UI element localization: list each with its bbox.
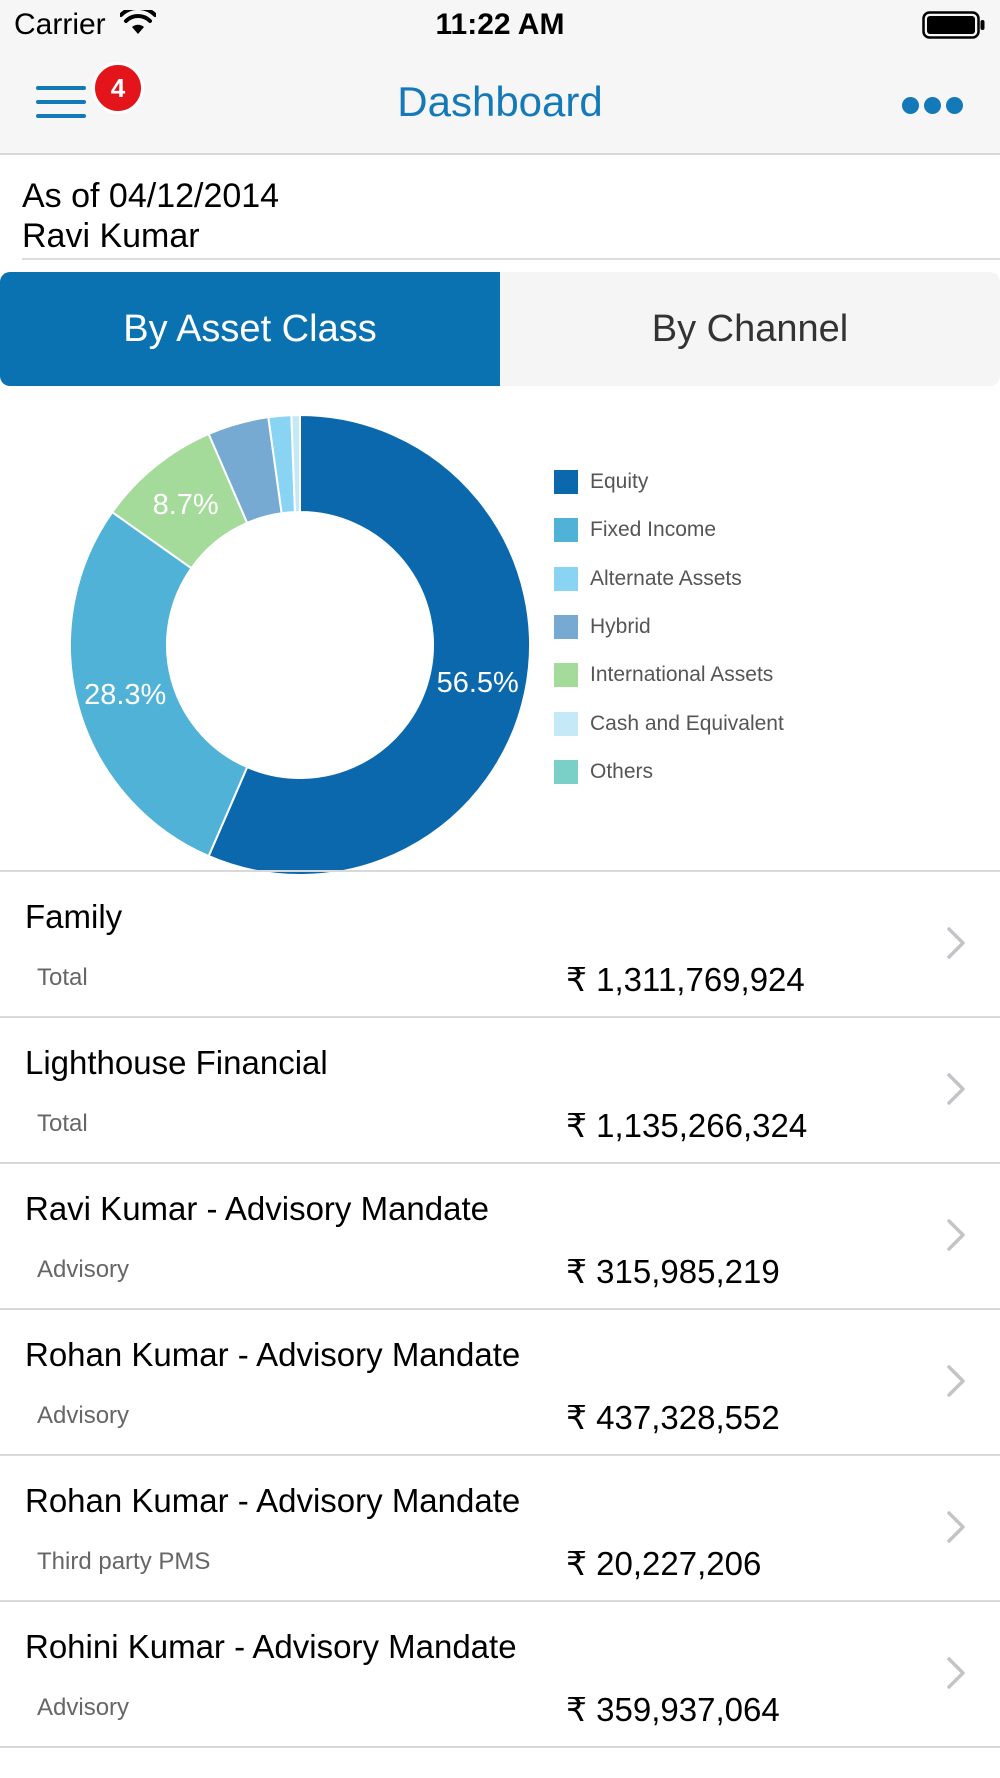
legend-swatch	[554, 566, 578, 591]
account-row[interactable]: Rohan Kumar - Advisory Mandate Third part…	[0, 1456, 1000, 1602]
chevron-right-icon	[947, 927, 965, 959]
legend-item: Others	[554, 748, 784, 796]
hamburger-menu-icon-bar	[36, 100, 86, 104]
divider	[22, 258, 1000, 260]
donut-slice-cash-and-equivalent[interactable]	[290, 413, 301, 514]
slice-value-label: 8.7%	[153, 489, 219, 521]
legend-label: Others	[590, 759, 654, 783]
menu-button[interactable]	[36, 82, 92, 132]
segmented-control: By Asset Class By Channel	[0, 272, 1000, 386]
account-amount: ₹ 437,328,552	[566, 1399, 780, 1436]
legend-label: Hybrid	[590, 615, 651, 639]
nav-bar: 4 Dashboard	[0, 50, 1000, 155]
carrier-label: Carrier	[14, 8, 106, 41]
more-options-button[interactable]	[902, 94, 964, 118]
slice-value-label: 56.5%	[437, 667, 519, 699]
account-row[interactable]: Family Total ₹ 1,311,769,924	[0, 872, 1000, 1018]
donut-slice-equity[interactable]	[207, 413, 531, 876]
donut-slice-fixed-income[interactable]	[69, 510, 249, 858]
slice-value-label: 28.3%	[84, 679, 166, 711]
account-amount: ₹ 20,227,206	[566, 1545, 762, 1582]
tab-by-asset-class[interactable]: By Asset Class	[0, 272, 500, 386]
legend-label: Alternate Assets	[590, 566, 742, 590]
status-bar: Carrier 11:22 AM	[0, 0, 1000, 50]
legend-swatch	[554, 470, 578, 495]
status-time: 11:22 AM	[435, 8, 565, 41]
more-dot	[924, 97, 941, 114]
hamburger-menu-icon	[36, 86, 86, 90]
legend-swatch	[554, 615, 578, 640]
account-row[interactable]: Lighthouse Financial Total ₹ 1,135,266,324	[0, 1018, 1000, 1164]
account-type: Third party PMS	[37, 1548, 211, 1575]
account-title: Rohini Kumar - Advisory Mandate	[25, 1628, 517, 1665]
account-row[interactable]: Rohini Kumar - Advisory Mandate Advisory ₹…	[0, 1602, 1000, 1748]
chevron-right-icon	[947, 1657, 965, 1689]
chart-legend: Equity Fixed Income Alternate Assets Hybrid…	[554, 458, 784, 796]
account-title: Rohan Kumar - Advisory Mandate	[25, 1482, 521, 1519]
account-title: Ravi Kumar - Advisory Mandate	[25, 1190, 490, 1227]
battery-icon	[922, 11, 985, 39]
legend-swatch	[554, 518, 578, 543]
account-list: Family Total ₹ 1,311,769,924 Lighthouse Fin…	[0, 872, 1000, 1748]
account-type: Total	[37, 964, 88, 991]
tab-by-channel[interactable]: By Channel	[500, 272, 1000, 386]
legend-item: International Assets	[554, 651, 784, 699]
chevron-right-icon	[947, 1219, 965, 1251]
more-dot	[946, 97, 963, 114]
legend-item: Equity	[554, 458, 784, 506]
account-amount: ₹ 1,311,769,924	[566, 961, 805, 998]
legend-label: Cash and Equivalent	[590, 711, 784, 735]
page-title: Dashboard	[397, 78, 603, 125]
client-name: Ravi Kumar	[22, 217, 200, 255]
legend-item: Cash and Equivalent	[554, 699, 784, 747]
hamburger-menu-icon-bar	[36, 114, 86, 118]
legend-item: Hybrid	[554, 603, 784, 651]
account-type: Advisory	[37, 1694, 130, 1721]
as-of-date: As of 04/12/2014	[22, 177, 280, 215]
portfolio-header: As of 04/12/2014 Ravi Kumar	[22, 176, 279, 256]
legend-label: Equity	[590, 470, 649, 494]
account-title: Family	[25, 898, 123, 935]
divider	[0, 870, 1000, 872]
asset-allocation-donut-chart[interactable]: 56.5% 28.3% 8.7%	[60, 405, 540, 885]
account-amount: ₹ 315,985,219	[566, 1253, 780, 1290]
legend-label: International Assets	[590, 663, 774, 687]
chevron-right-icon	[947, 1073, 965, 1105]
chevron-right-icon	[947, 1365, 965, 1397]
wifi-icon	[120, 10, 156, 34]
account-type: Advisory	[37, 1402, 130, 1429]
legend-swatch	[554, 759, 578, 784]
legend-item: Fixed Income	[554, 506, 784, 554]
account-row[interactable]: Ravi Kumar - Advisory Mandate Advisory ₹ 3…	[0, 1164, 1000, 1310]
legend-swatch	[554, 663, 578, 688]
legend-item: Alternate Assets	[554, 555, 784, 603]
account-amount: ₹ 1,135,266,324	[566, 1107, 808, 1144]
legend-label: Fixed Income	[590, 518, 717, 542]
account-title: Lighthouse Financial	[25, 1044, 328, 1081]
account-type: Total	[37, 1110, 88, 1137]
account-amount: ₹ 359,937,064	[566, 1691, 780, 1728]
account-title: Rohan Kumar - Advisory Mandate	[25, 1336, 521, 1373]
more-dots-icon	[902, 97, 919, 114]
notification-badge[interactable]: 4	[92, 62, 144, 114]
account-row[interactable]: Rohan Kumar - Advisory Mandate Advisory ₹ …	[0, 1310, 1000, 1456]
legend-swatch	[554, 711, 578, 736]
chevron-right-icon	[947, 1511, 965, 1543]
account-type: Advisory	[37, 1256, 130, 1283]
